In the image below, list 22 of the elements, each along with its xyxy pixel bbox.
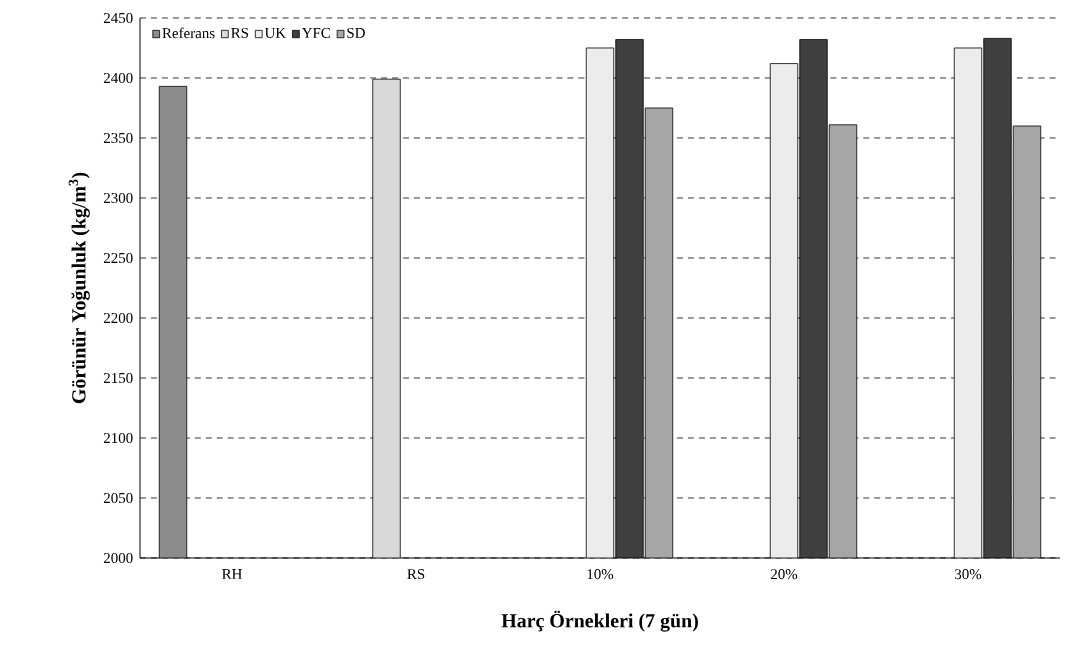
legend-label: Referans: [162, 27, 215, 39]
x-tick-label: 20%: [770, 569, 798, 580]
legend-label: SD: [347, 27, 365, 38]
y-tick-label: 2150: [103, 372, 133, 384]
y-tick-label: 2100: [103, 432, 133, 444]
y-tick-label: 2250: [103, 252, 133, 264]
x-tick-label: 10%: [587, 569, 614, 580]
y-axis-title: Görünür Yoğunluk (kg/m$^{3}$): [68, 172, 90, 404]
y-tick-label: 2200: [103, 312, 133, 324]
x-tick-label: RS: [407, 569, 425, 580]
y-tick-label: 2350: [103, 132, 133, 144]
y-tick-label: 2400: [103, 72, 133, 84]
x-tick-label: 30%: [955, 569, 982, 580]
legend-label: UK: [264, 27, 286, 38]
x-tick-label: RH: [222, 569, 242, 579]
y-tick-label: 2050: [103, 492, 133, 504]
y-tick-label: 2000: [103, 552, 133, 564]
x-axis-title: Harç Örnekleri (7 gün): [501, 610, 698, 632]
legend-label: YFC: [301, 27, 330, 38]
legend-label: RS: [231, 27, 249, 38]
y-tick-label: 2300: [103, 192, 133, 204]
y-tick-label: 2450: [103, 12, 133, 24]
